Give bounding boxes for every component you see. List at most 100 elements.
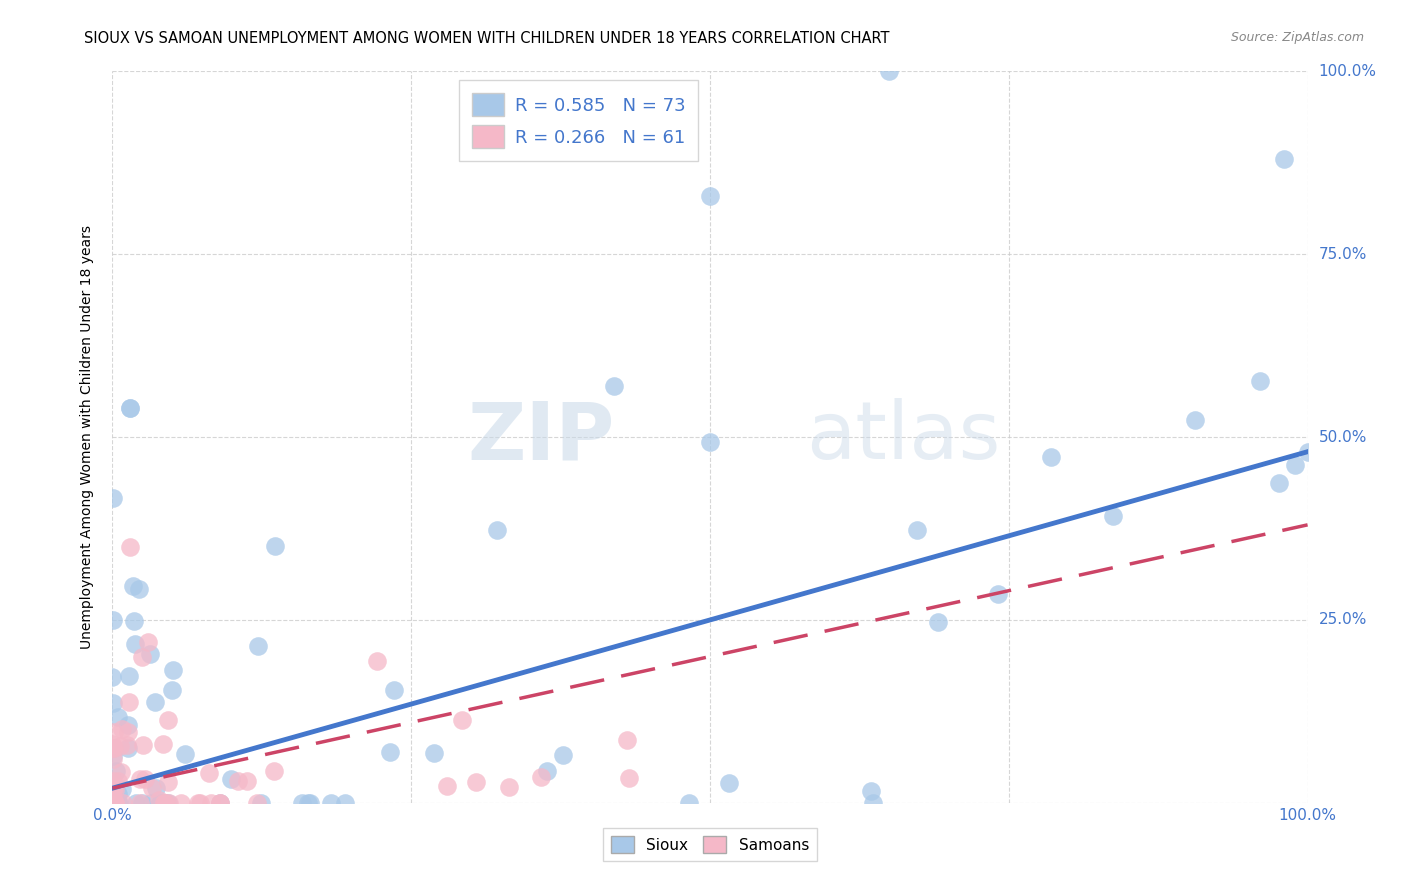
Point <box>101 491 124 506</box>
Point <box>101 796 124 810</box>
Point <box>157 796 180 810</box>
Point <box>156 713 179 727</box>
Point <box>105 764 128 778</box>
Point <box>152 737 174 751</box>
Point <box>159 796 181 810</box>
Point <box>536 764 558 778</box>
Point <box>128 582 150 597</box>
Point <box>117 718 139 732</box>
Point <box>101 774 124 789</box>
Point <box>162 663 184 677</box>
Point <box>859 784 882 798</box>
Point <box>107 796 129 810</box>
Point <box>134 772 156 786</box>
Point <box>120 401 142 415</box>
Legend: Sioux, Samoans: Sioux, Samoans <box>603 828 817 861</box>
Point <box>153 796 176 810</box>
Point <box>862 796 884 810</box>
Text: SIOUX VS SAMOAN UNEMPLOYMENT AMONG WOMEN WITH CHILDREN UNDER 18 YEARS CORRELATIO: SIOUX VS SAMOAN UNEMPLOYMENT AMONG WOMEN… <box>84 31 890 46</box>
Point <box>103 725 125 739</box>
Point <box>187 796 209 810</box>
Point <box>291 796 314 810</box>
Point <box>465 775 488 789</box>
Point <box>101 796 124 810</box>
Point <box>1249 374 1271 388</box>
Point <box>1272 152 1295 166</box>
Text: 75.0%: 75.0% <box>1319 247 1367 261</box>
Point <box>139 648 162 662</box>
Point <box>108 739 131 753</box>
Point <box>152 796 174 810</box>
Point <box>617 771 640 785</box>
Point <box>118 695 141 709</box>
Point <box>366 654 388 668</box>
Point <box>118 669 141 683</box>
Point <box>879 64 901 78</box>
Point <box>498 780 520 794</box>
Point <box>124 637 146 651</box>
Point <box>246 796 269 810</box>
Point <box>208 796 231 810</box>
Point <box>132 738 155 752</box>
Point <box>145 695 167 709</box>
Point <box>1184 413 1206 427</box>
Point <box>131 649 153 664</box>
Point <box>101 671 124 685</box>
Point <box>101 752 124 766</box>
Point <box>246 640 269 654</box>
Point <box>699 188 721 202</box>
Point <box>299 796 322 810</box>
Point <box>103 796 125 810</box>
Point <box>699 434 721 449</box>
Point <box>530 770 553 784</box>
Point <box>115 738 138 752</box>
Text: atlas: atlas <box>806 398 1000 476</box>
Point <box>250 796 273 810</box>
Point <box>263 539 285 553</box>
Point <box>155 796 177 810</box>
Point <box>149 796 172 810</box>
Point <box>101 796 124 810</box>
Point <box>160 682 183 697</box>
Point <box>117 724 139 739</box>
Point <box>101 791 124 805</box>
Point <box>129 796 152 810</box>
Point <box>297 796 319 810</box>
Point <box>104 796 127 810</box>
Point <box>378 745 401 759</box>
Point <box>226 773 249 788</box>
Point <box>117 741 139 756</box>
Point <box>141 780 163 795</box>
Point <box>129 772 152 786</box>
Point <box>208 796 231 810</box>
Point <box>122 579 145 593</box>
Point <box>987 587 1010 601</box>
Point <box>1284 458 1306 472</box>
Point <box>927 615 949 629</box>
Point <box>107 773 129 788</box>
Point <box>107 788 129 802</box>
Point <box>678 796 700 810</box>
Point <box>616 733 638 747</box>
Point <box>169 796 191 810</box>
Point <box>1101 509 1123 524</box>
Point <box>101 796 124 810</box>
Point <box>125 796 148 810</box>
Point <box>101 740 124 755</box>
Point <box>450 714 472 728</box>
Point <box>103 780 125 795</box>
Text: ZIP: ZIP <box>467 398 614 476</box>
Point <box>131 796 153 810</box>
Point <box>110 765 132 780</box>
Point <box>107 710 129 724</box>
Point <box>103 741 125 756</box>
Point <box>436 779 458 793</box>
Point <box>101 613 124 627</box>
Point <box>111 723 134 737</box>
Point <box>263 764 285 778</box>
Text: Source: ZipAtlas.com: Source: ZipAtlas.com <box>1230 31 1364 45</box>
Point <box>219 772 242 786</box>
Point <box>101 696 124 710</box>
Point <box>101 737 124 751</box>
Point <box>235 773 257 788</box>
